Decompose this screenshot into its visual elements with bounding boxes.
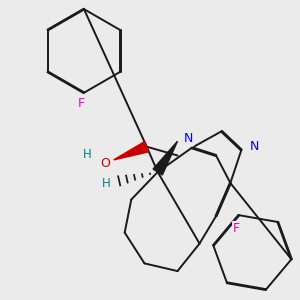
Text: H: H (102, 176, 110, 190)
Text: O: O (100, 157, 110, 170)
Text: F: F (233, 222, 240, 235)
Text: N: N (184, 133, 193, 146)
Text: H: H (83, 148, 92, 161)
Polygon shape (153, 141, 178, 175)
Polygon shape (114, 142, 149, 160)
Text: N: N (250, 140, 259, 153)
Text: F: F (78, 97, 85, 110)
